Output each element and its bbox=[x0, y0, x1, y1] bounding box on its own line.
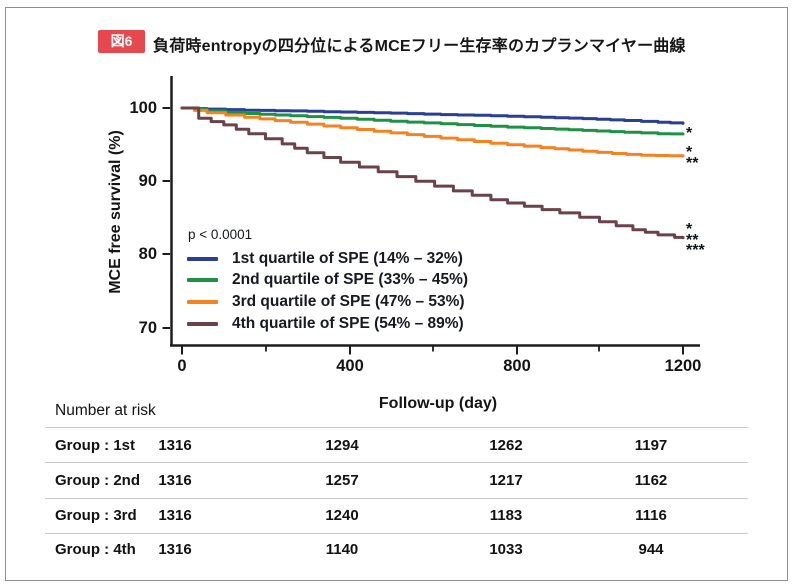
table-separator bbox=[45, 462, 748, 463]
y-tick-label-80: 80 bbox=[138, 245, 157, 263]
significance-mark-q2: * bbox=[686, 125, 693, 142]
legend-label-q3: 3rd quartile of SPE (47% – 53%) bbox=[232, 292, 465, 310]
survival-curves-layer bbox=[180, 106, 685, 240]
significance-mark-q3-1: * bbox=[686, 144, 693, 161]
risk-value: 1257 bbox=[325, 472, 359, 489]
risk-value: 1033 bbox=[489, 541, 523, 558]
km-curve-q4 bbox=[180, 106, 685, 240]
legend-label-q1: 1st quartile of SPE (14% – 32%) bbox=[232, 249, 463, 267]
km-curve-q2 bbox=[180, 106, 685, 136]
row-label: Group : 4th bbox=[55, 541, 136, 558]
risk-table-title: Number at risk bbox=[55, 402, 156, 419]
risk-value: 1294 bbox=[325, 437, 359, 454]
x-tick-label-1200: 1200 bbox=[664, 357, 702, 375]
legend-swatch-q2 bbox=[187, 278, 218, 283]
risk-value: 1197 bbox=[634, 437, 668, 454]
risk-value: 1162 bbox=[634, 472, 668, 489]
x-axis-title: Follow-up (day) bbox=[378, 395, 498, 412]
table-row: Group : 3rd 1316 1240 1183 1116 bbox=[0, 506, 793, 525]
km-curve-q1 bbox=[180, 106, 685, 125]
legend-swatch-q4 bbox=[187, 321, 218, 326]
y-tick-label-100: 100 bbox=[129, 99, 157, 117]
legend-item-q2: 2nd quartile of SPE (33% – 45%) bbox=[187, 270, 468, 292]
risk-value: 1316 bbox=[158, 437, 192, 454]
legend-swatch-q3 bbox=[187, 299, 218, 304]
risk-value: 1116 bbox=[635, 507, 667, 524]
risk-value: 1316 bbox=[158, 541, 192, 558]
legend: p < 0.0001 1st quartile of SPE (14% – 32… bbox=[187, 227, 468, 334]
table-separator bbox=[45, 533, 748, 534]
row-label: Group : 3rd bbox=[55, 507, 137, 524]
risk-value: 1316 bbox=[158, 472, 192, 489]
significance-mark-q4-2: ** bbox=[686, 232, 699, 249]
legend-label-q2: 2nd quartile of SPE (33% – 45%) bbox=[232, 271, 469, 289]
p-value-label: p < 0.0001 bbox=[188, 227, 253, 242]
y-tick-label-70: 70 bbox=[138, 319, 157, 337]
table-separator bbox=[45, 427, 748, 428]
risk-value: 1183 bbox=[489, 507, 523, 524]
y-tick-label-90: 90 bbox=[138, 172, 157, 190]
figure-title: 負荷時entropyの四分位によるMCEフリー生存率のカプランマイヤー曲線 bbox=[153, 38, 686, 55]
x-tick-label-0: 0 bbox=[177, 357, 187, 375]
risk-value: 1217 bbox=[489, 472, 523, 489]
legend-item-q3: 3rd quartile of SPE (47% – 53%) bbox=[187, 291, 468, 313]
significance-mark-q4-1: * bbox=[686, 221, 693, 238]
legend-item-q1: 1st quartile of SPE (14% – 32%) bbox=[187, 248, 468, 270]
legend-swatch-q1 bbox=[187, 256, 218, 261]
risk-value: 1262 bbox=[489, 437, 523, 454]
table-separator bbox=[45, 498, 748, 499]
y-axis-title: MCE free survival (%) bbox=[107, 130, 124, 294]
x-tick-label-400: 400 bbox=[336, 357, 364, 375]
row-label: Group : 2nd bbox=[55, 472, 140, 489]
legend-label-q4: 4th quartile of SPE (54% – 89%) bbox=[232, 314, 464, 332]
legend-item-q4: 4th quartile of SPE (54% – 89%) bbox=[187, 313, 468, 335]
significance-mark-q3-2: ** bbox=[686, 155, 699, 172]
figure-border bbox=[5, 7, 788, 581]
row-label: Group : 1st bbox=[55, 437, 136, 454]
risk-value: 1140 bbox=[325, 541, 359, 558]
risk-value: 944 bbox=[638, 541, 664, 558]
x-tick-label-800: 800 bbox=[503, 357, 531, 375]
figure-number-badge: 図6 bbox=[98, 30, 145, 53]
table-row: Group : 1st 1316 1294 1262 1197 bbox=[0, 436, 793, 455]
significance-mark-q4-3: *** bbox=[686, 242, 705, 259]
table-row: Group : 2nd 1316 1257 1217 1162 bbox=[0, 471, 793, 490]
risk-value: 1240 bbox=[325, 507, 359, 524]
risk-value: 1316 bbox=[158, 507, 192, 524]
km-curve-q3 bbox=[180, 106, 685, 158]
table-row: Group : 4th 1316 1140 1033 944 bbox=[0, 540, 793, 559]
